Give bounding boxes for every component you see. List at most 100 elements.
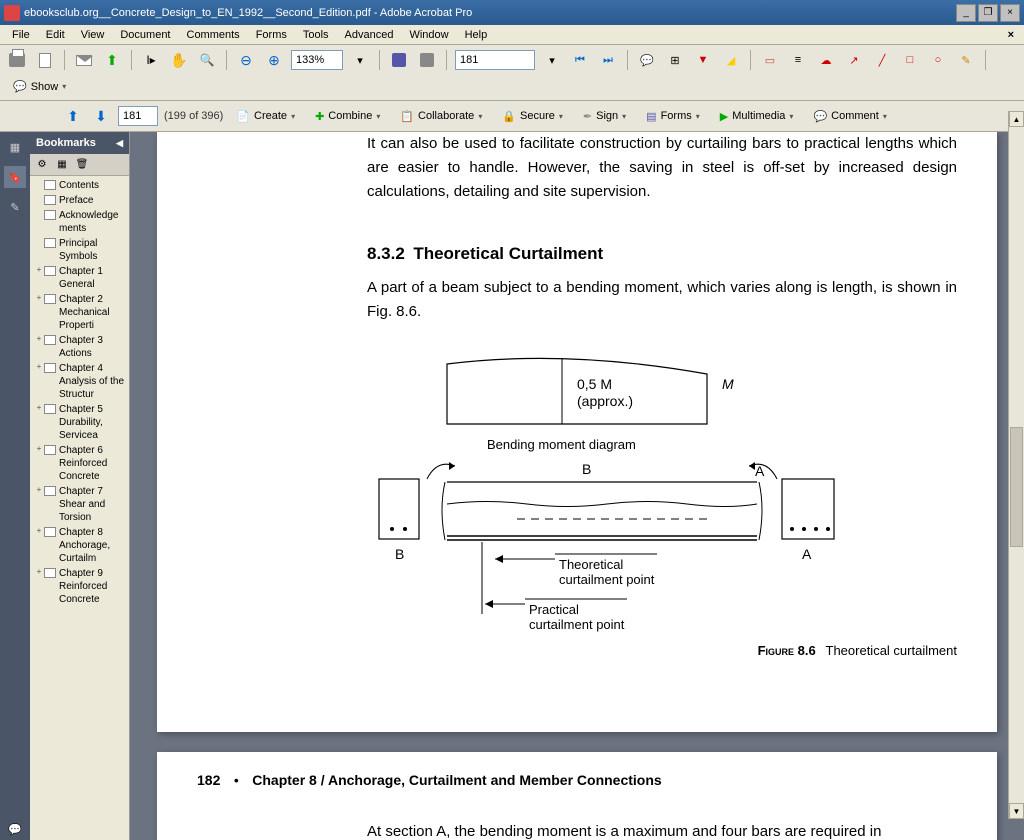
bookmark-item[interactable]: Preface: [32, 193, 127, 208]
comment-tool[interactable]: 💬: [636, 49, 658, 71]
fig-text: 0,5 M: [577, 376, 612, 392]
lines-icon: ≡: [795, 54, 801, 66]
first-page-button[interactable]: ⏮: [569, 49, 591, 71]
highlight-tool[interactable]: ◢: [720, 49, 742, 71]
panel-collapse-button[interactable]: ◀: [116, 138, 123, 149]
hand-tool[interactable]: ✋: [168, 49, 190, 71]
close-button[interactable]: ×: [1000, 4, 1020, 22]
page-button[interactable]: [34, 49, 56, 71]
show-dropdown[interactable]: 💬 Show ▾: [6, 77, 73, 96]
bookmark-item[interactable]: Principal Symbols: [32, 236, 127, 264]
cloud-tool[interactable]: ☁: [815, 49, 837, 71]
sign-dropdown[interactable]: ✒Sign▾: [576, 107, 633, 126]
scroll-up-button[interactable]: ▲: [1009, 111, 1024, 127]
bookmark-item[interactable]: +Chapter 7 Shear and Torsion: [32, 484, 127, 525]
cloud-icon: ☁: [821, 54, 832, 67]
upload-button[interactable]: ⬆: [101, 49, 123, 71]
signatures-tab[interactable]: ✎: [4, 196, 26, 218]
multimedia-dropdown[interactable]: ▶Multimedia▾: [713, 107, 801, 126]
expand-icon[interactable]: +: [34, 293, 44, 303]
stamp-tool[interactable]: ▼: [692, 49, 714, 71]
bookmark-item[interactable]: Acknowledgements: [32, 208, 127, 236]
zoom-dropdown[interactable]: ▾: [349, 49, 371, 71]
expand-icon[interactable]: +: [34, 334, 44, 344]
menu-window[interactable]: Window: [401, 27, 456, 43]
expand-icon[interactable]: +: [34, 485, 44, 495]
square-tool[interactable]: □: [899, 49, 921, 71]
bookmark-icon: [44, 527, 56, 537]
page-input-top[interactable]: [455, 50, 535, 70]
zoom-tool[interactable]: 🔍: [196, 49, 218, 71]
minimize-button[interactable]: _: [956, 4, 976, 22]
bookmark-item[interactable]: +Chapter 3 Actions: [32, 333, 127, 361]
last-page-button[interactable]: ⏭: [597, 49, 619, 71]
zoom-input[interactable]: [291, 50, 343, 70]
arrow-tool[interactable]: ↗: [843, 49, 865, 71]
pencil-tool[interactable]: ✎: [955, 49, 977, 71]
mail-button[interactable]: [73, 49, 95, 71]
app-icon: [4, 5, 20, 21]
menu-advanced[interactable]: Advanced: [337, 27, 402, 43]
bookmarks-tab[interactable]: 🔖: [4, 166, 26, 188]
bookmark-item[interactable]: +Chapter 8 Anchorage, Curtailm: [32, 525, 127, 566]
line-tool[interactable]: ╱: [871, 49, 893, 71]
save-button[interactable]: [388, 49, 410, 71]
bookmark-icon: [44, 195, 56, 205]
expand-icon[interactable]: +: [34, 526, 44, 536]
bookmark-item[interactable]: +Chapter 9 Reinforced Concrete: [32, 566, 127, 607]
expand-icon[interactable]: +: [34, 567, 44, 577]
bookmark-item[interactable]: +Chapter 2 Mechanical Properti: [32, 292, 127, 333]
print2-button[interactable]: [416, 49, 438, 71]
menu-file[interactable]: File: [4, 27, 38, 43]
create-dropdown[interactable]: 📄Create▾: [229, 107, 302, 126]
prev-page-button[interactable]: ⬆: [62, 105, 84, 127]
zoom-out-button[interactable]: ⊖: [235, 49, 257, 71]
lock-icon: 🔒: [502, 110, 516, 123]
options-button[interactable]: ⚙: [34, 157, 50, 173]
select-tool[interactable]: I▸: [140, 49, 162, 71]
pages-tab[interactable]: ▦: [4, 136, 26, 158]
sign-icon: ✒: [583, 110, 592, 123]
expand-icon[interactable]: +: [34, 362, 44, 372]
zoom-in-button[interactable]: ⊕: [263, 49, 285, 71]
page-dropdown[interactable]: ▾: [541, 49, 563, 71]
comments-tab[interactable]: 💬: [4, 818, 26, 840]
document-viewer[interactable]: It can also be used to facilitate constr…: [130, 132, 1024, 840]
forms-dropdown[interactable]: ▤Forms▾: [639, 107, 707, 126]
expand-icon[interactable]: +: [34, 444, 44, 454]
bookmark-item[interactable]: +Chapter 1 General: [32, 264, 127, 292]
doc-close-button[interactable]: ×: [1002, 29, 1020, 41]
menu-help[interactable]: Help: [457, 27, 496, 43]
maximize-button[interactable]: ❐: [978, 4, 998, 22]
scroll-thumb[interactable]: [1010, 427, 1023, 547]
page-input[interactable]: [118, 106, 158, 126]
print-button[interactable]: [6, 49, 28, 71]
comment-dropdown[interactable]: 💬Comment▾: [806, 107, 893, 126]
bookmark-icon: [44, 294, 56, 304]
scroll-down-button[interactable]: ▼: [1009, 803, 1024, 819]
expand-icon[interactable]: +: [34, 403, 44, 413]
bookmark-item[interactable]: +Chapter 4 Analysis of the Structur: [32, 361, 127, 402]
expand-icon[interactable]: +: [34, 265, 44, 275]
bookmark-item[interactable]: Contents: [32, 178, 127, 193]
menu-comments[interactable]: Comments: [179, 27, 248, 43]
secure-dropdown[interactable]: 🔒Secure▾: [495, 107, 570, 126]
bookmark-item[interactable]: +Chapter 6 Reinforced Concrete: [32, 443, 127, 484]
new-bookmark-button[interactable]: ▦: [54, 157, 70, 173]
bookmark-item[interactable]: +Chapter 5 Durability, Servicea: [32, 402, 127, 443]
collaborate-dropdown[interactable]: 📋Collaborate▾: [393, 107, 489, 126]
rect-tool[interactable]: ▭: [759, 49, 781, 71]
menu-tools[interactable]: Tools: [295, 27, 337, 43]
text-tool[interactable]: ⊞: [664, 49, 686, 71]
lines-tool[interactable]: ≡: [787, 49, 809, 71]
bookmarks-tree[interactable]: ContentsPrefaceAcknowledgementsPrincipal…: [30, 176, 129, 840]
circle-tool[interactable]: ○: [927, 49, 949, 71]
menu-document[interactable]: Document: [112, 27, 178, 43]
vertical-scrollbar[interactable]: ▲ ▼: [1008, 111, 1024, 819]
combine-dropdown[interactable]: ✚Combine▾: [308, 107, 387, 126]
menu-edit[interactable]: Edit: [38, 27, 73, 43]
menu-view[interactable]: View: [73, 27, 113, 43]
menu-forms[interactable]: Forms: [248, 27, 295, 43]
next-page-button[interactable]: ⬇: [90, 105, 112, 127]
delete-bookmark-button[interactable]: 🗑: [74, 157, 90, 173]
